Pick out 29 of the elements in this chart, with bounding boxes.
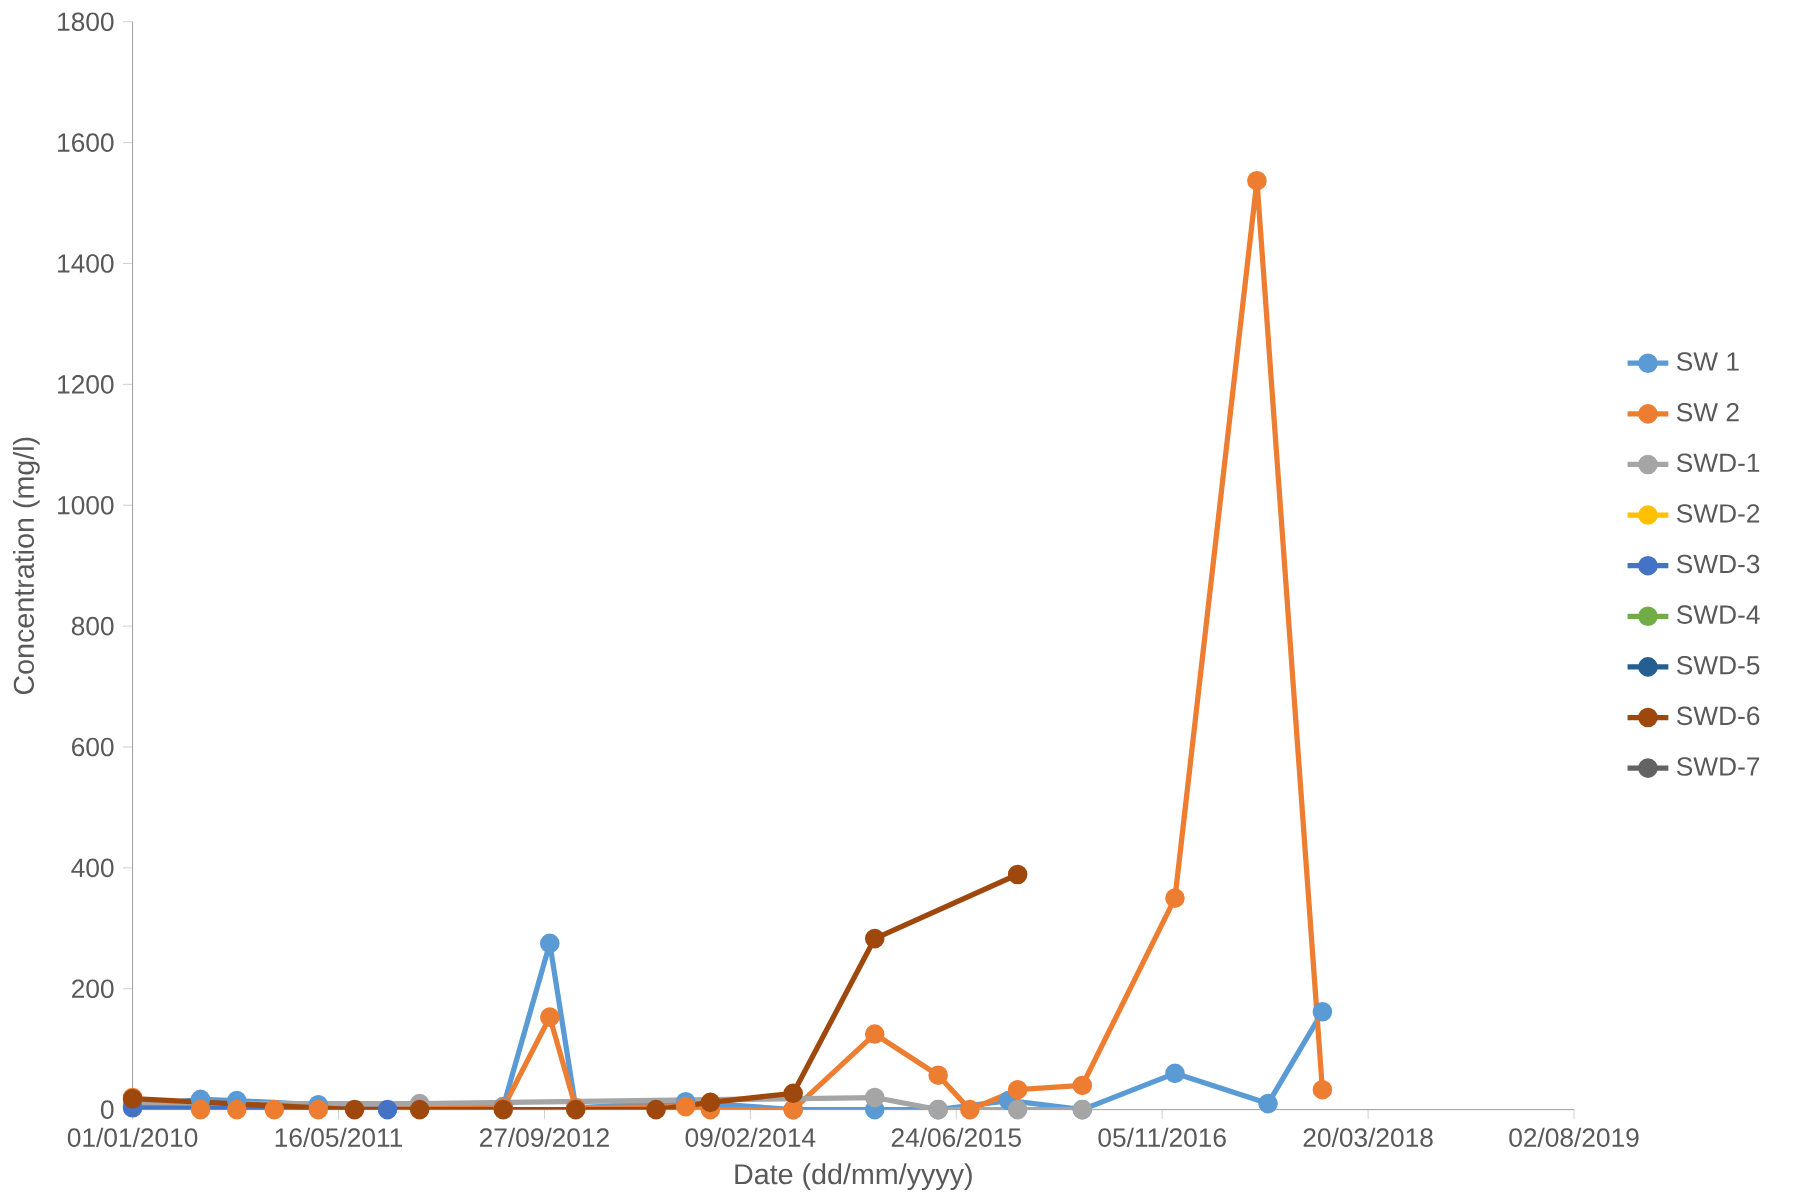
y-tick-label: 1000 [58, 495, 114, 515]
x-tick-label: 09/02/2014 [685, 1127, 816, 1147]
y-tick-label: 1600 [58, 133, 114, 152]
legend-label: SW 2 [1676, 402, 1739, 422]
y-tick-label: 0 [100, 1100, 114, 1119]
legend-label: SWD-4 [1676, 605, 1760, 624]
y-tick-label: 1800 [58, 12, 114, 32]
y-tick-label: 800 [71, 616, 114, 636]
legend-label: SWD-3 [1676, 554, 1760, 574]
x-tick-label: 05/11/2016 [1098, 1127, 1226, 1147]
legend-label: SWD-2 [1676, 504, 1760, 523]
y-tick-label: 400 [71, 858, 114, 878]
y-tick-label: 200 [72, 979, 114, 999]
x-tick-label: 16/05/2011 [275, 1127, 403, 1147]
x-axis-title: Date (dd/mm/yyyy) [735, 1163, 972, 1191]
y-tick-label: 600 [72, 737, 114, 757]
y-axis-title: Concentration (mg/l) [12, 437, 40, 695]
legend-label: SWD-5 [1676, 655, 1760, 675]
x-tick-label: 27/09/2012 [479, 1127, 609, 1147]
x-tick-label: 02/08/2019 [1509, 1127, 1639, 1147]
legend-label: SWD-1 [1676, 453, 1760, 473]
y-tick-label: 1200 [58, 375, 114, 394]
legend-label: SWD-7 [1676, 757, 1760, 776]
x-tick-label: 24/06/2015 [891, 1127, 1021, 1147]
y-tick-label: 1400 [58, 254, 114, 273]
legend-label: SW 1 [1676, 352, 1739, 371]
x-tick-label: 01/01/2010 [67, 1127, 198, 1147]
legend-label: SWD-6 [1676, 706, 1760, 726]
x-tick-label: 20/03/2018 [1303, 1127, 1433, 1147]
